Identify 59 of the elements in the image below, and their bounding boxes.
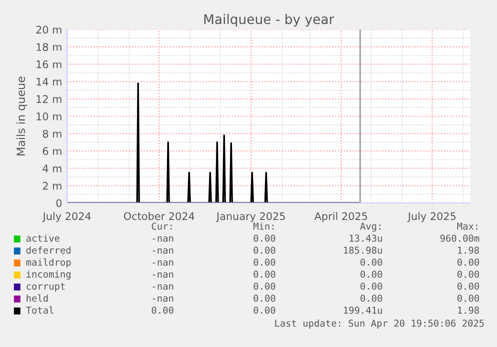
- y-tick-label: 16 m: [36, 60, 62, 68]
- legend-label: corrupt: [26, 283, 65, 292]
- x-tick-label: July 2024: [42, 212, 91, 222]
- text: 185.98u: [344, 246, 382, 254]
- x-tick-label: July 2025: [407, 212, 456, 222]
- y-tick-label: 14 m: [36, 78, 62, 86]
- y-tick-label: 20 m: [36, 26, 62, 34]
- text: 0.00: [254, 270, 276, 278]
- y-tick-label: 12 m: [36, 95, 62, 103]
- text: 0.00: [360, 294, 382, 302]
- text: 0.00: [254, 234, 276, 242]
- text: -nan: [152, 284, 174, 290]
- text: -nan: [152, 248, 174, 254]
- text: -nan: [152, 236, 174, 242]
- line-series: [67, 82, 361, 203]
- y-tick-label: 8 m: [42, 130, 62, 138]
- y-tick-label: 10 m: [36, 112, 62, 120]
- y-tick-label: 18 m: [36, 43, 62, 51]
- legend-label: deferred: [26, 246, 70, 254]
- text: 199.41u: [344, 306, 382, 314]
- x-tick-label: January 2025: [216, 212, 285, 222]
- text: 1.98: [458, 306, 479, 314]
- legend-label: maildrop: [26, 258, 71, 268]
- text: -nan: [152, 296, 174, 302]
- y-tick-label: 0: [56, 199, 62, 208]
- text: -nan: [152, 260, 174, 266]
- text: Max:: [457, 222, 478, 230]
- legend-label: active: [26, 234, 60, 242]
- y-axis-title: Mails in queue: [16, 76, 28, 156]
- text: 0.00: [254, 294, 276, 302]
- text: 1.98: [458, 246, 479, 254]
- chart-title: Mailqueue - by year: [204, 14, 334, 27]
- text: 0.00: [457, 258, 479, 266]
- text: 0.00: [457, 294, 479, 302]
- text: 0.00: [152, 306, 174, 314]
- text: 0.00: [457, 270, 479, 278]
- legend-label: incoming: [26, 270, 70, 280]
- text: 0.00: [254, 282, 276, 290]
- y-tick-label: 6 m: [42, 147, 62, 156]
- text: Cur:: [152, 222, 172, 230]
- text: Avg:: [360, 222, 380, 232]
- text: -nan: [152, 272, 174, 278]
- text: 0.00: [360, 258, 382, 266]
- text: 0.00: [254, 306, 276, 314]
- text: 0.00: [254, 258, 276, 266]
- text: 0.00: [457, 282, 479, 290]
- text: 13.43u: [350, 234, 382, 242]
- legend-label: Total: [26, 306, 54, 314]
- y-tick-label: 4 m: [42, 164, 62, 172]
- text: 0.00: [360, 282, 382, 290]
- x-tick-label: October 2024: [124, 212, 194, 220]
- text: 0.00: [360, 270, 382, 278]
- y-tick-label: 2 m: [42, 182, 62, 190]
- text: Min:: [253, 222, 274, 230]
- text: Last update: Sun Apr 20 19:50:06 2025: [275, 319, 484, 329]
- x-tick-label: April 2025: [314, 212, 368, 222]
- text: 960.00m: [440, 234, 480, 242]
- legend-label: held: [26, 294, 48, 302]
- text: 0.00: [254, 246, 276, 254]
